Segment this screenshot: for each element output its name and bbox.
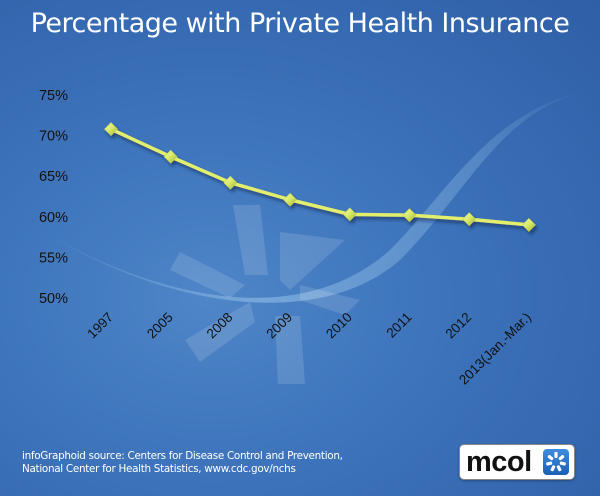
x-tick-label: 2010 xyxy=(323,310,355,342)
x-tick-label: 2012 xyxy=(442,310,474,342)
x-tick-label: 1997 xyxy=(84,310,116,342)
data-point-marker[interactable] xyxy=(402,208,417,223)
source-line-2: National Center for Health Statistics, w… xyxy=(22,463,296,475)
data-point-marker[interactable] xyxy=(104,122,118,137)
x-tick-label: 2008 xyxy=(204,310,236,342)
logo-text: mcol xyxy=(466,446,532,478)
data-point-marker[interactable] xyxy=(283,192,298,207)
y-tick-label: 75% xyxy=(39,88,68,104)
series-line xyxy=(110,127,530,227)
x-tick-label: 2009 xyxy=(263,310,295,342)
chart-title: Percentage with Private Health Insurance xyxy=(30,8,570,39)
source-line-1: infoGraphoid source: Centers for Disease… xyxy=(22,450,343,462)
source-note: infoGraphoid source: Centers for Disease… xyxy=(22,450,343,476)
data-point-marker[interactable] xyxy=(163,149,178,164)
y-tick-label: 65% xyxy=(39,169,68,185)
data-point-marker[interactable] xyxy=(223,175,238,190)
pinwheel-icon xyxy=(543,449,569,475)
y-tick-label: 60% xyxy=(39,210,68,226)
x-tick-label: 2011 xyxy=(383,310,414,341)
x-tick-label: 2005 xyxy=(144,310,176,342)
data-point-marker[interactable] xyxy=(462,212,477,227)
mcol-logo[interactable]: mcol xyxy=(459,444,575,480)
data-point-marker[interactable] xyxy=(521,217,536,232)
y-tick-label: 55% xyxy=(39,250,68,266)
y-tick-label: 50% xyxy=(39,291,68,307)
y-tick-label: 70% xyxy=(39,129,68,145)
data-point-marker[interactable] xyxy=(342,207,357,222)
